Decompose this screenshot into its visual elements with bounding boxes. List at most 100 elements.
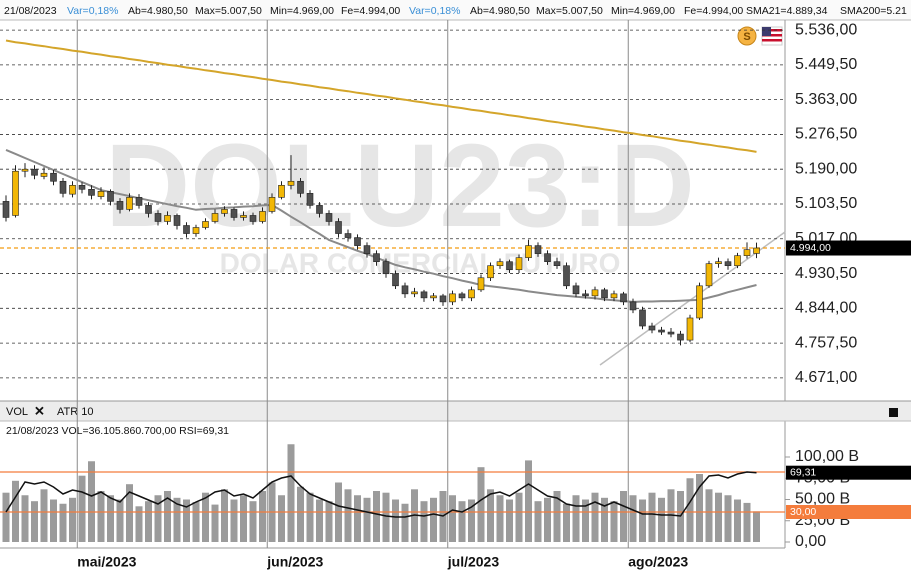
header-open: Ab=4.980,50 [128,5,188,17]
volume-bar [553,491,561,542]
volume-bar [107,495,114,542]
candle-body [221,209,228,214]
candle-body [430,295,437,299]
currency-icon[interactable] [737,26,757,46]
candle-body [477,277,485,291]
volume-bar [316,499,323,542]
candle-body [715,261,722,264]
candle-body [582,293,589,297]
candle-body [506,261,513,271]
candle-body [59,180,67,194]
candle-body [420,291,428,299]
candle-body [88,189,95,196]
candle-body [40,172,48,177]
candle-body [411,291,418,295]
header-sma200: SMA200=5.21 [840,5,907,17]
x-tick-label: jun/2023 [266,554,323,570]
flag-canton [762,27,771,36]
volume-bar [221,489,228,542]
volume-bar [21,495,29,542]
candle-body [240,215,247,218]
candle-body [439,295,447,303]
candle-body [297,180,304,194]
y-tick-label: 5.449,50 [795,56,857,73]
volume-bar [240,495,247,542]
flag-stripe [762,29,782,32]
volume-bar [344,489,352,542]
maximize-icon[interactable] [889,408,898,417]
volume-bar [259,491,266,542]
indicator-tab[interactable]: VOL [6,406,28,418]
volume-bar [183,499,190,542]
volume-bar [392,499,399,542]
volume-bar [78,475,86,542]
header-date: 21/08/2023 [4,5,57,17]
candle-body [629,301,637,311]
header-close: Fe=4.994,00 [341,5,400,17]
volume-bar [686,478,694,542]
candle-body [31,168,38,176]
candle-body [316,205,323,214]
candle-body [696,285,703,319]
candle-body [268,197,276,212]
volume-bar [354,495,361,542]
volume-bar [525,460,532,542]
volume-bar [297,486,304,542]
volume-bar [373,491,380,542]
volume-bar [97,491,105,542]
indicator-tab[interactable]: ATR 10 [57,406,93,418]
volume-bar [325,501,333,542]
candle-body [544,253,551,262]
volume-bar [582,499,589,542]
y-tick-label: 4.671,00 [795,369,857,386]
candle-body [515,257,523,271]
candle-body [534,245,542,254]
candle-body [591,289,599,297]
candle-body [135,197,143,206]
candle-body [50,172,57,182]
candle-body [2,201,10,218]
rsi-last-label: 69,31 [790,466,816,478]
volume-bar [610,501,618,542]
candle-body [686,317,694,341]
header-min: Min=4.969,00 [611,5,675,17]
flag-icon[interactable] [761,26,783,46]
volume-bar [487,489,494,542]
last-price-label: 4.994,00 [790,242,831,254]
volume-bar [401,503,409,542]
watermark: DOLU23:D [105,120,695,252]
candle-body [69,184,76,195]
volume-bar [430,497,437,542]
volume-bar [743,502,751,542]
candle-body [648,325,656,331]
y-tick-label: 5.536,00 [795,21,857,38]
candle-body [677,333,684,341]
volume-bar [563,503,570,542]
volume-bar [468,499,475,542]
header-open: Ab=4.980,50 [470,5,530,17]
candle-body [468,289,475,299]
candle-body [97,191,105,197]
volume-bar [639,499,646,542]
candle-body [249,215,257,222]
volume-bar [126,484,133,542]
rsi-line [5,471,757,518]
volume-bar [31,501,38,542]
volume-bar [449,495,456,542]
rsi-last-box [786,465,911,480]
candle-body [620,293,627,303]
close-tab-icon[interactable]: ✕ [34,403,45,418]
header-var: Var=0,18% [67,5,118,17]
volume-bar [88,461,95,542]
indicator-info: 21/08/2023 VOL=36.105.860.700,00 RSI=69,… [6,425,229,437]
y-tick-label: 4.757,50 [795,334,857,351]
volume-bar [572,495,580,542]
candle-body [373,253,380,262]
candle-body [572,285,580,295]
candle-body [325,213,333,222]
volume-bar [211,504,219,542]
candle-body [154,213,162,222]
candle-body [107,191,114,202]
volume-bar [715,492,722,542]
